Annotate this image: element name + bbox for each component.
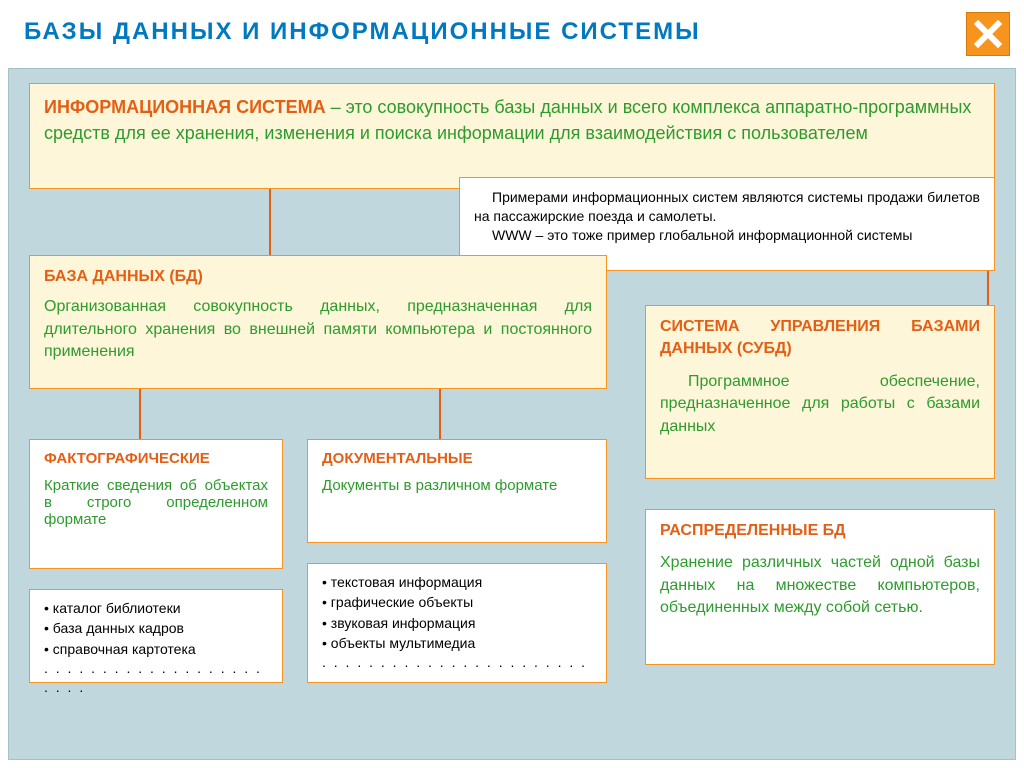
doc-title: ДОКУМЕНТАЛЬНЫЕ bbox=[322, 450, 592, 467]
doc-box: ДОКУМЕНТАЛЬНЫЕ Документы в различном фор… bbox=[307, 439, 607, 543]
facto-body: Краткие сведения об объектах в строго оп… bbox=[44, 477, 268, 528]
distributed-title: РАСПРЕДЕЛЕННЫЕ БД bbox=[660, 520, 980, 542]
list-item: база данных кадров bbox=[44, 618, 268, 638]
connector bbox=[269, 189, 271, 255]
close-button[interactable] bbox=[966, 12, 1010, 56]
database-body: Организованная совокупность данных, пред… bbox=[44, 296, 592, 363]
info-system-title: ИНФОРМАЦИОННАЯ СИСТЕМА bbox=[44, 97, 326, 117]
facto-list: каталог библиотеки база данных кадров сп… bbox=[44, 598, 268, 659]
facto-title: ФАКТОГРАФИЧЕСКИЕ bbox=[44, 450, 268, 467]
facto-dots: . . . . . . . . . . . . . . . . . . . . … bbox=[44, 659, 268, 697]
database-title: БАЗА ДАННЫХ (БД) bbox=[44, 266, 592, 288]
subd-title: СИСТЕМА УПРАВЛЕНИЯ БАЗАМИ ДАННЫХ (СУБД) bbox=[660, 316, 980, 361]
subd-body: Программное обеспечение, предназначенное… bbox=[660, 371, 980, 438]
doc-list: текстовая информация графические объекты… bbox=[322, 572, 592, 653]
close-icon bbox=[973, 19, 1003, 49]
page-title: БАЗЫ ДАННЫХ И ИНФОРМАЦИОННЫЕ СИСТЕМЫ bbox=[24, 18, 1000, 46]
distributed-box: РАСПРЕДЕЛЕННЫЕ БД Хранение различных час… bbox=[645, 509, 995, 665]
database-box: БАЗА ДАННЫХ (БД) Организованная совокупн… bbox=[29, 255, 607, 389]
doc-body: Документы в различном формате bbox=[322, 477, 592, 494]
examples-p1: Примерами информационных систем являются… bbox=[474, 188, 980, 226]
list-item: графические объекты bbox=[322, 592, 592, 612]
header: БАЗЫ ДАННЫХ И ИНФОРМАЦИОННЫЕ СИСТЕМЫ bbox=[0, 0, 1024, 58]
list-item: справочная картотека bbox=[44, 639, 268, 659]
facto-box: ФАКТОГРАФИЧЕСКИЕ Краткие сведения об объ… bbox=[29, 439, 283, 569]
list-item: объекты мультимедиа bbox=[322, 633, 592, 653]
subd-box: СИСТЕМА УПРАВЛЕНИЯ БАЗАМИ ДАННЫХ (СУБД) … bbox=[645, 305, 995, 479]
diagram-canvas: ИНФОРМАЦИОННАЯ СИСТЕМА – это совокупност… bbox=[8, 68, 1016, 760]
list-item: звуковая информация bbox=[322, 613, 592, 633]
distributed-body: Хранение различных частей одной базы дан… bbox=[660, 552, 980, 619]
connector bbox=[139, 389, 141, 439]
list-item: каталог библиотеки bbox=[44, 598, 268, 618]
examples-p2: WWW – это тоже пример глобальной информа… bbox=[474, 226, 980, 245]
connector bbox=[439, 389, 441, 439]
doc-dots: . . . . . . . . . . . . . . . . . . . . … bbox=[322, 653, 592, 672]
facto-list-box: каталог библиотеки база данных кадров сп… bbox=[29, 589, 283, 683]
list-item: текстовая информация bbox=[322, 572, 592, 592]
doc-list-box: текстовая информация графические объекты… bbox=[307, 563, 607, 683]
info-system-box: ИНФОРМАЦИОННАЯ СИСТЕМА – это совокупност… bbox=[29, 83, 995, 189]
